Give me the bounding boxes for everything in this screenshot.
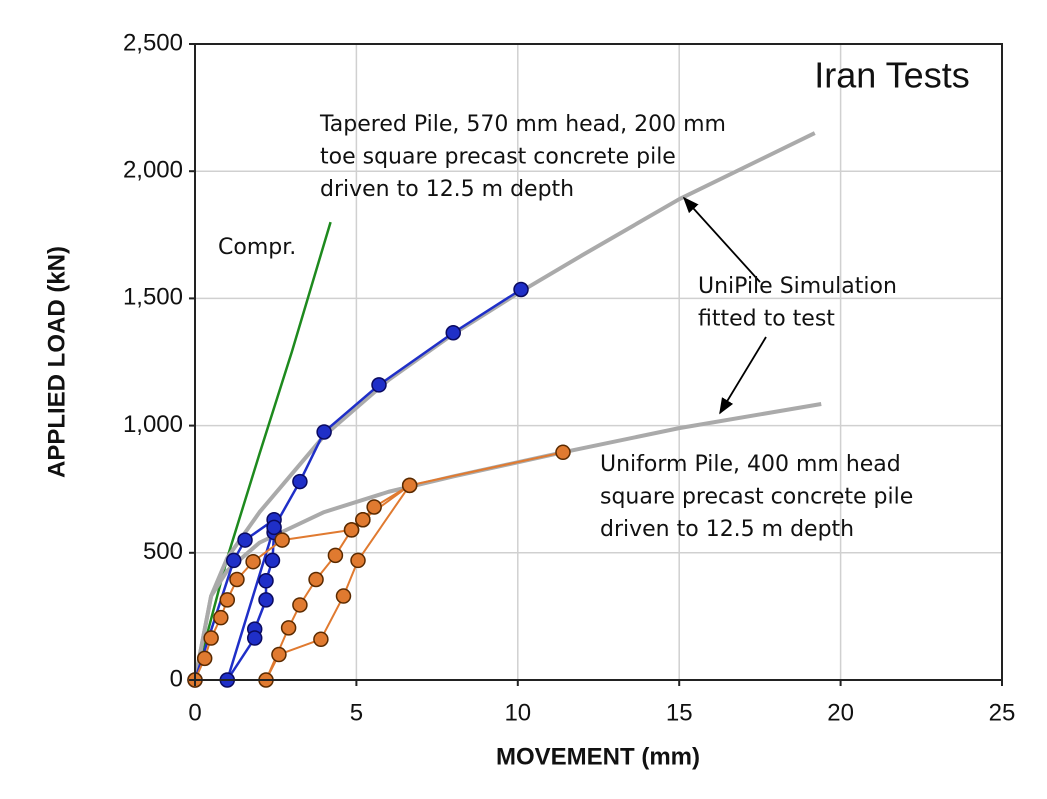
y-tick-label: 0 [170,665,183,692]
data-point [350,552,366,569]
data-point [343,522,360,538]
data-point [237,532,253,548]
data-point [445,324,461,341]
annotation: toe square precast concrete pile [320,145,676,170]
data-point [225,552,242,569]
data-point [219,592,236,608]
data-point [213,609,229,626]
data-point [229,571,245,588]
data-point [327,547,344,564]
data-point [335,588,352,604]
data-point [246,630,263,646]
x-tick-label: 15 [666,699,693,726]
x-axis-title: MOVEMENT (mm) [496,743,700,770]
data-point [258,592,274,608]
x-tick-label: 0 [188,699,201,726]
data-point [555,444,571,461]
y-tick-label: 2,500 [123,29,183,56]
annotation: UniPile Simulation [698,274,897,299]
x-tick-label: 25 [989,699,1016,726]
data-point [274,532,290,548]
data-point [203,630,219,646]
annotation: square precast concrete pile [600,485,913,510]
data-point [355,511,371,528]
data-point [264,552,281,569]
plot-border [194,43,1003,681]
arrow [719,336,767,415]
series-line [193,402,822,681]
chart-title: Iran Tests [814,55,969,96]
data-point [245,553,261,570]
annotation: fitted to test [698,307,835,332]
data-point [308,571,324,588]
data-point [266,519,282,536]
data-point [292,597,308,613]
annotation: Tapered Pile, 570 mm head, 200 mm [319,112,726,137]
series-line [193,131,816,681]
annotation: Uniform Pile, 400 mm head [600,452,901,477]
data-point [313,631,329,648]
data-point [280,620,297,636]
plot-area [187,131,822,688]
data-point [196,650,213,667]
x-tick-label: 20 [827,699,854,726]
y-tick-label: 2,000 [123,157,183,184]
data-point [371,377,387,393]
series-line [193,288,522,682]
data-point [366,499,382,515]
y-tick-label: 1,500 [123,284,183,311]
data-point [513,281,529,298]
annotation: driven to 12.5 m depth [600,517,854,542]
data-point [316,424,332,440]
data-point [258,573,274,589]
data-point [292,473,308,490]
y-axis-title: APPLIED LOAD (kN) [43,246,70,478]
y-tick-label: 1,000 [123,411,183,438]
data-point [401,477,418,494]
annotation: driven to 12.5 m depth [320,177,574,202]
x-tick-label: 10 [504,699,531,726]
series-line [193,221,332,681]
series-label: Compr. [218,235,296,260]
arrow [682,196,761,283]
data-point [271,646,287,663]
y-tick-label: 500 [143,538,183,565]
x-tick-label: 5 [350,699,363,726]
